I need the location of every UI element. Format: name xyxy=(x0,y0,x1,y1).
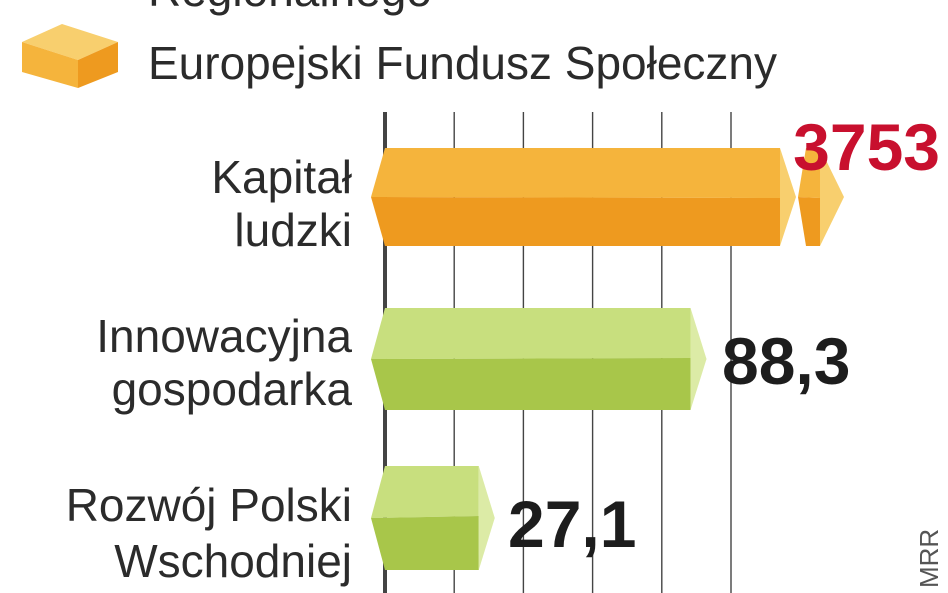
category-label-line: gospodarka xyxy=(112,363,353,415)
bar-bottom-face xyxy=(371,516,479,570)
legend: Regionalnego Europejski Fundusz Społeczn… xyxy=(22,0,777,89)
bar-end-face xyxy=(780,148,796,246)
legend-item-regional: Regionalnego xyxy=(148,0,432,16)
legend-label-regional: Regionalnego xyxy=(148,0,432,16)
bar-bottom-face xyxy=(371,197,780,246)
value-label: 27,1 xyxy=(508,487,636,561)
bar xyxy=(371,466,495,570)
category-label-line: Rozwój Polski xyxy=(66,479,352,531)
bar xyxy=(371,148,844,246)
bar-break-bottom-face xyxy=(798,197,820,246)
bar-end-face xyxy=(690,308,707,410)
value-label: 88,3 xyxy=(722,324,850,398)
box-icon xyxy=(22,24,118,88)
legend-label-efs: Europejski Fundusz Społeczny xyxy=(148,37,777,89)
bar-end-face xyxy=(478,466,495,570)
source-label: MRR xyxy=(914,529,944,588)
bar-top-face xyxy=(371,466,479,518)
bar-break-end-face xyxy=(820,148,844,246)
category-label-line: Innowacyjna xyxy=(96,310,352,362)
bar-break-top-face xyxy=(798,148,820,198)
legend-item-efs: Europejski Fundusz Społeczny xyxy=(22,24,777,89)
bar xyxy=(371,308,707,410)
category-label-line: Kapitał xyxy=(211,151,352,203)
value-label: 3753 xyxy=(793,110,940,184)
bars xyxy=(371,148,844,570)
value-labels: 3753 88,3 27,1 xyxy=(508,110,940,561)
category-label-line: Wschodniej xyxy=(114,535,352,587)
bar-top-face xyxy=(371,308,691,359)
bar-bottom-face xyxy=(371,358,691,410)
category-labels: Kapitał ludzki Innowacyjna gospodarka Ro… xyxy=(66,151,353,587)
category-label-line: ludzki xyxy=(234,204,352,256)
bar-top-face xyxy=(371,148,780,198)
